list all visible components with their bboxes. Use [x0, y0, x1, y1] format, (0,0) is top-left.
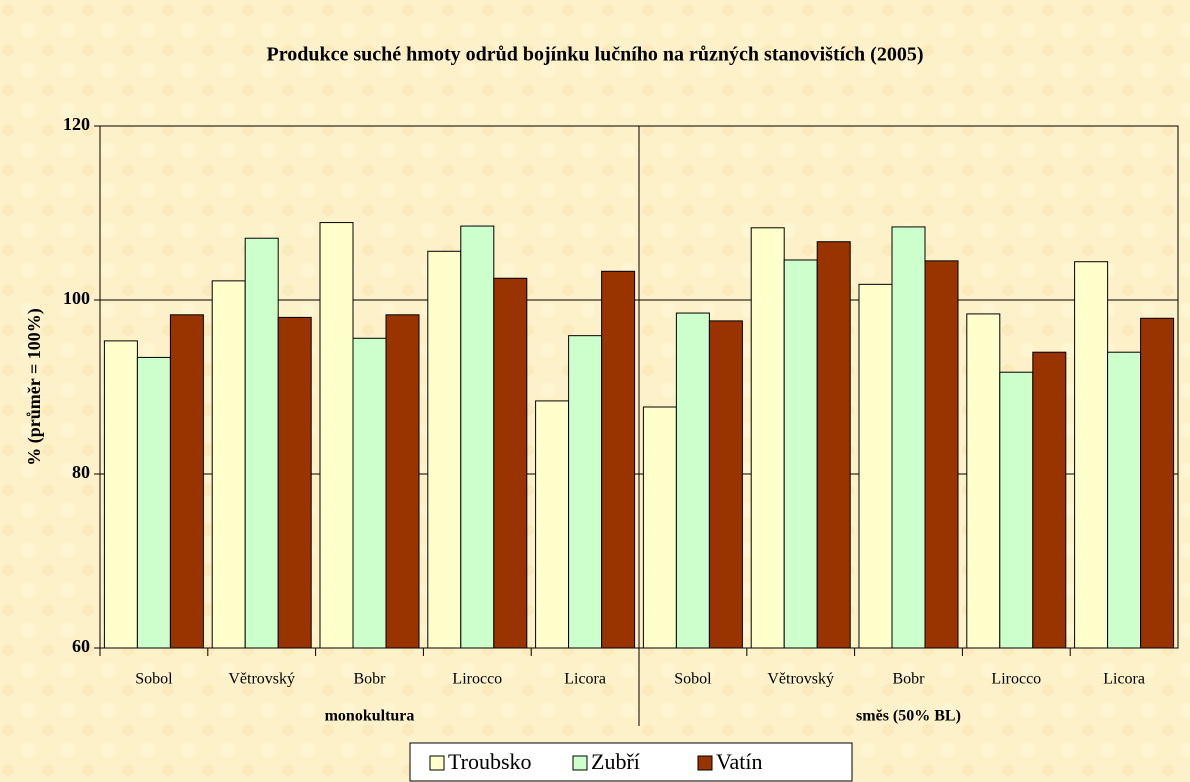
bar [136, 356, 171, 649]
bar [999, 371, 1034, 649]
x-tick-label: Větrovský [767, 671, 834, 688]
y-tick-label: 120 [63, 114, 90, 134]
legend-swatch [697, 755, 713, 771]
bar [385, 314, 420, 649]
legend-label: Zubří [591, 749, 640, 774]
bar [1032, 351, 1067, 649]
bar [460, 225, 495, 649]
x-tick-label: Lirocco [991, 671, 1041, 688]
bar [816, 241, 851, 649]
bar [535, 400, 570, 649]
legend-swatch [572, 755, 588, 771]
y-tick-label: 80 [72, 462, 90, 482]
x-tick-label: Licora [1103, 671, 1145, 688]
y-tick-label: 100 [63, 288, 90, 308]
x-tick-label: Licora [564, 671, 606, 688]
bar [277, 316, 312, 649]
y-tick-label: 60 [72, 636, 90, 656]
plot-border [99, 125, 1179, 649]
bar [675, 312, 710, 649]
legend-label: Troubsko [448, 749, 532, 774]
x-tick-label: Větrovský [228, 671, 295, 688]
x-tick-label: Lirocco [452, 671, 502, 688]
bar [601, 270, 636, 649]
legend-box [409, 742, 853, 782]
bar [924, 260, 959, 649]
legend-label: Vatín [716, 749, 762, 774]
bar [858, 283, 893, 649]
bar [783, 259, 818, 649]
bar [352, 337, 387, 649]
bar [211, 280, 246, 649]
bar [642, 406, 677, 649]
bar [103, 340, 138, 649]
group-label: směs (50% BL) [856, 708, 961, 725]
bar [427, 250, 462, 649]
bar [891, 226, 926, 649]
bar [568, 335, 603, 649]
bar [493, 277, 528, 649]
y-axis-label: % (průměr = 100%) [24, 308, 45, 465]
bar [244, 237, 279, 649]
bar [708, 320, 743, 649]
bar [966, 313, 1001, 649]
bar [1140, 317, 1175, 649]
legend: Troubsko Zubří Vatín [409, 742, 853, 782]
group-label: monokultura [325, 708, 415, 725]
x-tick-label: Bobr [893, 671, 926, 688]
x-tick-label: Sobol [135, 671, 173, 688]
bar [319, 222, 354, 649]
bar [1107, 351, 1142, 649]
bar [750, 227, 785, 649]
bar [1074, 261, 1109, 649]
bar [169, 314, 204, 649]
x-tick-label: Sobol [674, 671, 712, 688]
chart-title: Produkce suché hmoty odrůd bojínku luční… [267, 44, 924, 66]
legend-swatch [429, 755, 445, 771]
x-tick-label: Bobr [354, 671, 387, 688]
